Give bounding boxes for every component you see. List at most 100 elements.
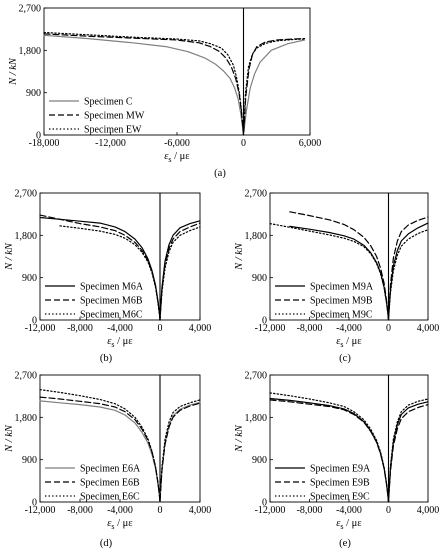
x-tick-label: 4,000 — [189, 323, 212, 334]
legend-label: Specimen E6B — [80, 478, 140, 489]
legend-label: Specimen M6A — [80, 282, 144, 293]
legend-label: Specimen M6B — [80, 296, 143, 307]
y-tick-label: 1,800 — [15, 231, 38, 242]
x-axis-label: εs / με — [336, 336, 362, 349]
x-tick-label: 6,000 — [299, 138, 322, 149]
x-axis-label: εs / με — [107, 518, 133, 531]
x-axis-label-unit: / με — [172, 151, 191, 162]
x-axis-label-unit: / με — [115, 336, 134, 347]
legend-label: Specimen EW — [84, 125, 142, 136]
series-line-specimen-m6c — [59, 225, 201, 321]
series-line-specimen-e9b — [269, 399, 429, 503]
legend-label: Specimen E9B — [310, 478, 370, 489]
legend-label: Specimen MW — [84, 111, 145, 122]
legend-label: Specimen M9B — [310, 296, 373, 307]
x-axis-label-subscript: s — [111, 522, 114, 531]
chart-e-panel: -12,000 -8,000 -4,000 0 4,000 0 900 1,800 2,700 N… — [234, 371, 439, 550]
y-tick-label: 2,700 — [15, 189, 38, 200]
x-tick-label: -18,000 — [29, 138, 60, 149]
panel-caption: (b) — [100, 353, 113, 364]
x-axis-label-unit: / με — [115, 518, 134, 529]
x-tick-label: -4,000 — [336, 505, 362, 516]
y-tick-label: 1,800 — [15, 413, 38, 424]
y-tick-label: 1,800 — [245, 413, 268, 424]
y-tick-label: 0 — [32, 498, 37, 509]
y-tick-label: 2,700 — [245, 189, 268, 200]
x-axis-label-subscript: s — [168, 155, 171, 164]
legend-label: Specimen M6C — [80, 310, 143, 321]
y-tick-label: 0 — [32, 316, 37, 327]
y-axis-label: N / kN — [8, 57, 19, 86]
x-tick-label: 4,000 — [417, 505, 440, 516]
series-line-specimen-ew — [43, 31, 306, 136]
legend-label: Specimen C — [84, 97, 133, 108]
x-tick-label: -8,000 — [67, 505, 93, 516]
x-axis-label-symbol: ε — [107, 336, 112, 347]
y-axis-label: N / kN — [4, 424, 15, 453]
x-tick-label: -4,000 — [107, 323, 133, 334]
x-axis-label: εs / με — [336, 518, 362, 531]
x-tick-label: 0 — [158, 323, 163, 334]
x-axis-label-unit: / με — [344, 518, 363, 529]
x-axis-label-subscript: s — [340, 340, 343, 349]
panel-caption: (e) — [339, 538, 351, 549]
x-tick-label: 0 — [158, 505, 163, 516]
y-tick-label: 900 — [22, 273, 37, 284]
x-tick-label: 0 — [241, 138, 246, 149]
series-line-specimen-mw — [43, 33, 306, 136]
x-tick-label: -12,000 — [255, 323, 286, 334]
x-axis-label-subscript: s — [111, 340, 114, 349]
y-axis-label: N / kN — [234, 424, 245, 453]
series-line-specimen-c — [43, 34, 306, 136]
x-tick-label: -8,000 — [67, 323, 93, 334]
legend-label: Specimen M9A — [310, 282, 374, 293]
x-tick-label: -12,000 — [95, 138, 126, 149]
y-tick-label: 2,700 — [245, 371, 268, 382]
x-tick-label: 0 — [386, 323, 391, 334]
y-tick-label: 0 — [262, 316, 267, 327]
y-axis-label: N / kN — [234, 242, 245, 271]
y-tick-label: 900 — [252, 273, 267, 284]
legend-label: Specimen E9C — [310, 492, 370, 503]
legend-label: Specimen E6C — [80, 492, 140, 503]
y-tick-label: 1,800 — [245, 231, 268, 242]
y-tick-label: 1,800 — [19, 46, 42, 57]
series-line-specimen-e9c — [269, 392, 429, 503]
y-tick-label: 2,700 — [19, 4, 42, 15]
panel-caption: (d) — [100, 538, 113, 549]
x-axis-label-symbol: ε — [164, 151, 169, 162]
x-tick-label: -4,000 — [336, 323, 362, 334]
y-axis-label: N / kN — [4, 242, 15, 271]
y-tick-label: 900 — [252, 455, 267, 466]
series-line-specimen-e6c — [39, 389, 201, 503]
x-tick-label: -12,000 — [25, 323, 56, 334]
series-line-specimen-m9c — [269, 223, 429, 321]
x-tick-label: -8,000 — [297, 505, 323, 516]
panel-caption: (a) — [214, 168, 226, 179]
x-axis-label-subscript: s — [340, 522, 343, 531]
panel-caption: (c) — [339, 353, 351, 364]
x-tick-label: 4,000 — [417, 323, 440, 334]
x-axis-label-symbol: ε — [336, 336, 341, 347]
x-axis-label-symbol: ε — [107, 518, 112, 529]
x-tick-label: -8,000 — [297, 323, 323, 334]
y-tick-label: 2,700 — [15, 371, 38, 382]
x-tick-label: -12,000 — [255, 505, 286, 516]
chart-d-panel: -12,000 -8,000 -4,000 0 4,000 0 900 1,800 2,700 N… — [4, 371, 211, 550]
y-tick-label: 0 — [262, 498, 267, 509]
x-tick-label: -6,000 — [164, 138, 190, 149]
series-line-specimen-e6b — [39, 396, 201, 503]
x-tick-label: -4,000 — [107, 505, 133, 516]
x-tick-label: 0 — [386, 505, 391, 516]
chart-a-panel: -18,000 -12,000 -6,000 0 6,000 0 900 1,800 2,700… — [8, 4, 321, 180]
y-tick-label: 900 — [26, 88, 41, 99]
legend-label: Specimen E9A — [310, 464, 371, 475]
x-axis-label: εs / με — [164, 151, 190, 164]
x-axis-label: εs / με — [107, 336, 133, 349]
series-line-specimen-e6a — [39, 400, 201, 503]
y-tick-label: 0 — [36, 131, 41, 142]
y-tick-label: 900 — [22, 455, 37, 466]
x-tick-label: -12,000 — [25, 505, 56, 516]
x-axis-label-unit: / με — [344, 336, 363, 347]
legend-label: Specimen E6A — [80, 464, 141, 475]
